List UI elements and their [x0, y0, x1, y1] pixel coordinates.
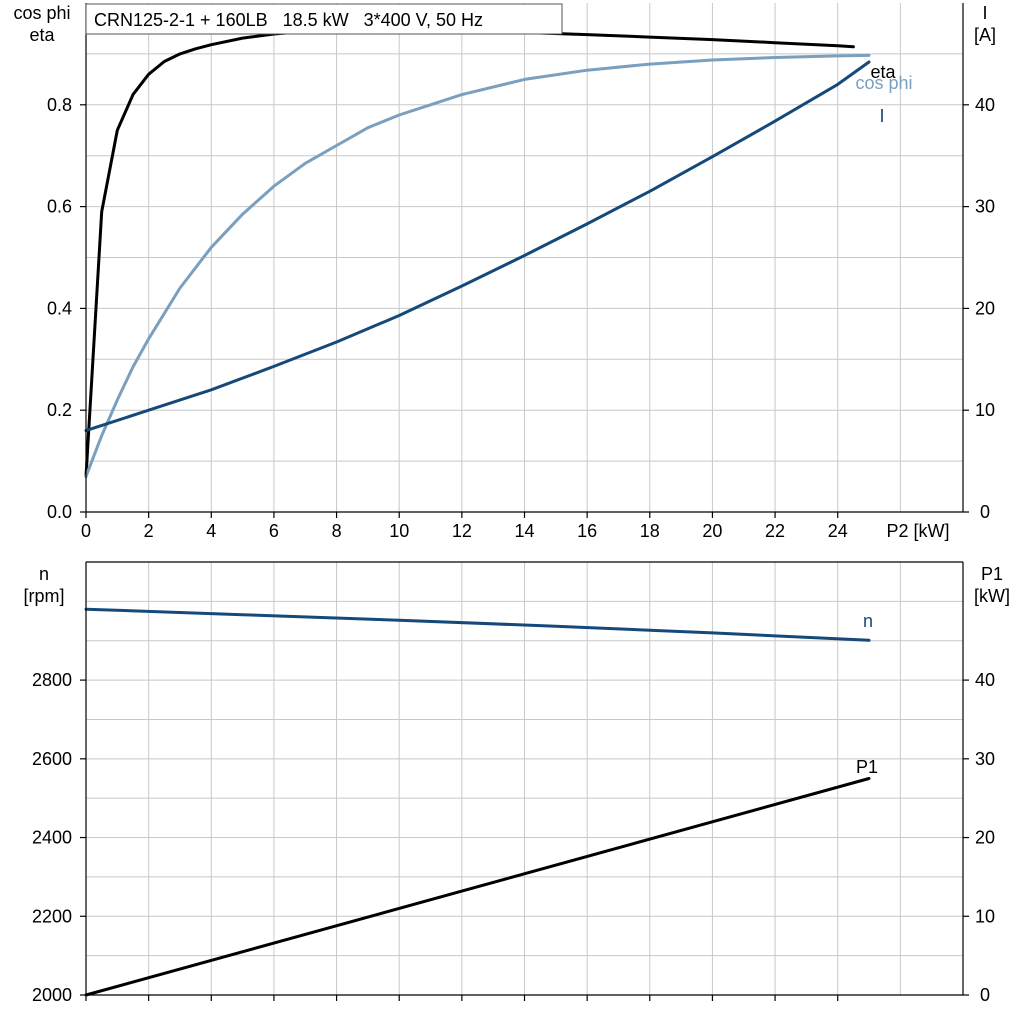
right-tick-label: 40	[975, 670, 995, 690]
x-tick-label: 6	[269, 521, 279, 541]
left-axis-title: cos phi	[13, 3, 70, 23]
x-tick-label: 20	[702, 521, 722, 541]
x-axis-title: P2 [kW]	[886, 521, 949, 541]
left-tick-label: 0.6	[47, 197, 72, 217]
x-tick-label: 4	[206, 521, 216, 541]
right-axis-title: [kW]	[974, 586, 1010, 606]
left-tick-label: 2200	[32, 906, 72, 926]
chart-title: CRN125-2-1 + 160LB 18.5 kW 3*400 V, 50 H…	[94, 10, 483, 30]
bottom-grid	[86, 562, 963, 995]
right-tick-label: 0	[980, 985, 990, 1005]
series-label-n: n	[863, 611, 873, 631]
right-axis-title: P1	[981, 564, 1003, 584]
x-tick-label: 10	[389, 521, 409, 541]
left-tick-label: 0.4	[47, 298, 72, 318]
left-tick-label: 2400	[32, 828, 72, 848]
series-label-i: I	[879, 106, 884, 126]
plot-frames	[80, 3, 969, 1001]
x-tick-label: 24	[828, 521, 848, 541]
right-tick-label: 10	[975, 906, 995, 926]
bottom-plot-series	[84, 607, 871, 997]
series-line-n	[84, 607, 871, 642]
series-line-eta	[84, 28, 855, 478]
right-tick-label: 20	[975, 298, 995, 318]
right-tick-label: 30	[975, 749, 995, 769]
series-line-p1	[84, 777, 871, 997]
left-tick-label: 0.8	[47, 95, 72, 115]
x-tick-label: 16	[577, 521, 597, 541]
left-tick-label: 2800	[32, 670, 72, 690]
right-tick-label: 10	[975, 400, 995, 420]
series-line-cos-phi	[84, 53, 871, 478]
x-tick-label: 0	[81, 521, 91, 541]
x-tick-label: 8	[332, 521, 342, 541]
right-axis-title: [A]	[974, 25, 996, 45]
x-tick-label: 2	[144, 521, 154, 541]
series-label-p1: P1	[856, 757, 878, 777]
series-label-cos-phi: cos phi	[855, 73, 912, 93]
chart-title-box	[85, 3, 563, 35]
right-tick-label: 40	[975, 95, 995, 115]
left-tick-label: 0.0	[47, 502, 72, 522]
top-grid	[86, 3, 963, 512]
x-tick-label: 12	[452, 521, 472, 541]
left-tick-label: 0.2	[47, 400, 72, 420]
right-tick-label: 20	[975, 828, 995, 848]
x-tick-label: 14	[514, 521, 534, 541]
right-tick-label: 30	[975, 197, 995, 217]
left-axis-title: [rpm]	[23, 586, 64, 606]
top-plot-series	[84, 28, 871, 478]
right-axis-title: I	[982, 3, 987, 23]
x-tick-label: 22	[765, 521, 785, 541]
left-tick-label: 2000	[32, 985, 72, 1005]
x-tick-label: 18	[640, 521, 660, 541]
left-axis-title: eta	[29, 25, 55, 45]
right-tick-label: 0	[980, 502, 990, 522]
series-line-i	[84, 60, 871, 433]
left-tick-label: 2600	[32, 749, 72, 769]
series-label-eta: eta	[870, 62, 896, 82]
left-axis-title: n	[39, 564, 49, 584]
